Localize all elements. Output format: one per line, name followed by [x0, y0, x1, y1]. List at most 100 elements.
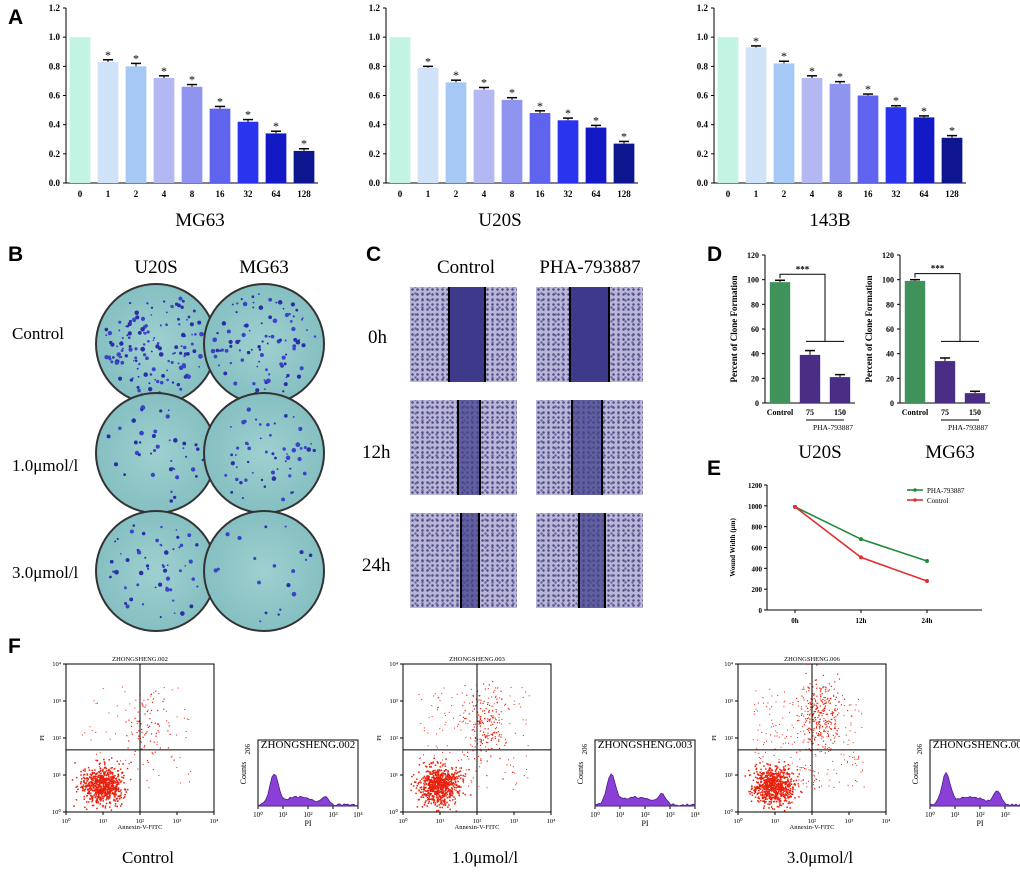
scatter-point — [464, 773, 467, 775]
significance-bracket — [914, 273, 961, 342]
scatter-point — [479, 720, 481, 722]
scatter-point — [480, 699, 482, 701]
scatter-point — [462, 775, 464, 777]
colony-dot — [175, 475, 180, 480]
scatter-point — [414, 781, 416, 783]
colony-dot — [310, 443, 312, 445]
scatter-point — [757, 774, 760, 776]
y-tick-label: 0.4 — [697, 120, 709, 130]
scatter-point — [112, 785, 115, 787]
scatter-point — [136, 723, 138, 725]
scatter-point — [791, 743, 793, 745]
scatter-point — [498, 747, 501, 750]
scatter-point — [814, 699, 817, 701]
scatter-point — [815, 719, 817, 721]
scatter-point — [798, 779, 800, 781]
scatter-point — [527, 745, 529, 747]
colony-dot — [258, 360, 261, 363]
scatter-point — [494, 737, 497, 740]
scatter-point — [489, 720, 491, 722]
flow-condition-label: Control — [122, 848, 174, 867]
scatter-point — [169, 733, 171, 735]
scatter-point — [491, 696, 493, 698]
scatter-point — [459, 770, 462, 772]
scatter-point — [424, 762, 426, 764]
scatter-point — [103, 794, 105, 796]
scatter-point — [443, 770, 446, 772]
scatter-point — [854, 763, 856, 765]
scatter-point — [771, 789, 773, 792]
colony-dot — [281, 497, 286, 502]
scatter-point — [104, 805, 107, 807]
scatter-point — [817, 734, 819, 736]
scatter-point — [457, 780, 459, 783]
scatter-point — [796, 697, 798, 699]
scatter-point — [796, 720, 798, 722]
scatter-point — [87, 792, 89, 795]
scatter-point — [761, 796, 764, 798]
scatter-points — [71, 686, 192, 811]
scatter-point — [843, 741, 845, 743]
scatter-point — [128, 740, 130, 742]
scatter-point — [436, 761, 439, 763]
scatter-point — [426, 779, 428, 781]
colony-dot — [198, 353, 203, 359]
x-tick-label: 64 — [920, 189, 930, 199]
scatter-point — [444, 793, 446, 795]
significance-mark: * — [565, 106, 571, 120]
colony-dot — [265, 368, 268, 372]
colony-dot — [122, 347, 124, 350]
bar — [885, 107, 907, 183]
scatter-point — [777, 785, 780, 787]
wound-gap — [460, 513, 480, 608]
scatter-point — [809, 713, 811, 715]
bar — [829, 83, 851, 183]
scatter-point — [438, 784, 441, 786]
scatter-point — [140, 741, 142, 743]
scatter-point — [437, 697, 439, 699]
scatter-point — [101, 769, 104, 772]
scatter-point — [781, 776, 783, 779]
bar — [613, 143, 635, 183]
scatter-point — [814, 679, 816, 681]
scatter-point — [425, 786, 427, 789]
scatter-point — [820, 751, 822, 753]
y-tick-label: 1.0 — [697, 32, 709, 42]
x-tick-label: 32 — [892, 189, 902, 199]
scatter-point — [472, 777, 474, 779]
scatter-point — [858, 757, 860, 759]
bar — [799, 354, 821, 403]
scatter-point — [478, 714, 480, 716]
y-tick-label: 10³ — [725, 698, 734, 705]
scatter-point — [825, 691, 827, 693]
scatter-point — [86, 788, 89, 790]
scatter-point — [451, 766, 453, 769]
scatter-point — [430, 778, 433, 781]
scatter-point — [526, 769, 528, 771]
scatter-point — [782, 766, 785, 768]
scatter-point — [88, 791, 90, 793]
scatter-point — [437, 762, 439, 764]
scatter-point — [770, 786, 773, 788]
colony-dot — [120, 552, 122, 555]
scatter-point — [80, 774, 82, 776]
data-point — [925, 559, 929, 564]
scatter-point — [99, 767, 102, 770]
y-tick-label: 200 — [752, 586, 763, 594]
colony-dot — [156, 342, 160, 345]
scatter-point — [113, 788, 115, 791]
scatter-point — [170, 756, 172, 758]
scatter-point — [111, 773, 114, 775]
scatter-point — [441, 788, 444, 790]
scatter-point — [757, 782, 759, 784]
scatter-point — [861, 713, 863, 715]
scatter-point — [816, 778, 818, 780]
scatter-point — [460, 767, 463, 769]
scatter-point — [478, 755, 480, 757]
colony-dot — [178, 323, 181, 326]
scatter-point — [479, 702, 482, 704]
scatter-point — [491, 710, 494, 712]
scatter-point — [520, 706, 522, 708]
scatter-point — [810, 764, 812, 766]
scatter-point — [759, 771, 761, 774]
